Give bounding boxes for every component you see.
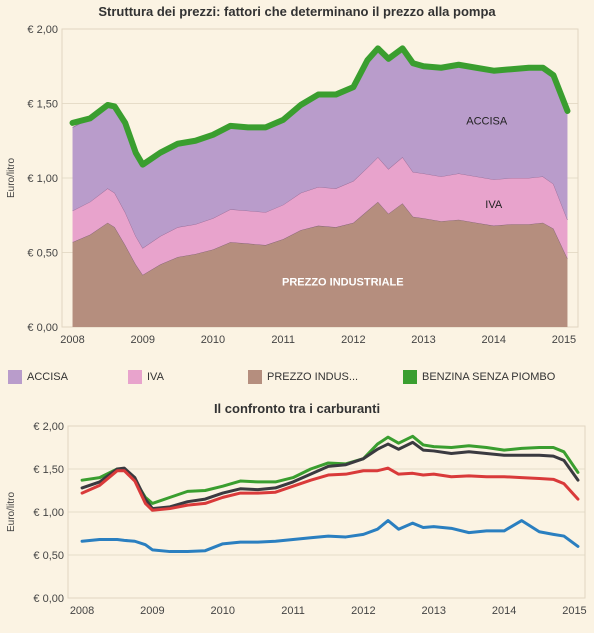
legend-item-benzina[interactable]: BENZINA SENZA PIOMBO [403,366,555,388]
legend-item-accisa[interactable]: ACCISA [8,366,68,388]
chart2-xtick-label: 2012 [351,605,375,617]
line-benzina-senza-piombo [69,45,571,168]
line-series-green [80,434,580,505]
chart1-ytick-label: € 1,00 [27,173,58,185]
legend-swatch-benzina [403,370,417,384]
legend-swatch-prezzo-industriale [248,370,262,384]
legend-swatch-accisa [8,370,22,384]
chart2-ytick-label: € 1,00 [33,507,64,519]
chart1-xtick-label: 2015 [552,334,576,346]
chart1-ytick-label: € 0,00 [27,322,58,334]
chart2-xtick-label: 2009 [140,605,164,617]
chart2-frame [67,425,586,599]
chart1-xtick-label: 2013 [411,334,435,346]
area-prezzo-industriale [72,201,568,327]
chart1-xtick-label: 2014 [482,334,506,346]
chart1-xtick-label: 2011 [271,334,295,346]
chart2-xtick-label: 2008 [70,605,94,617]
chart1-ylabel: Euro/litro [6,158,17,198]
chart2-xtick-label: 2013 [422,605,446,617]
legend-item-iva[interactable]: IVA [128,366,164,388]
chart1-ytick-label: € 1,50 [27,99,58,111]
chart1-xtick-label: 2010 [201,334,225,346]
legend-swatch-iva [128,370,142,384]
annotation-iva: IVA [485,199,503,211]
chart2-ytick-label: € 1,50 [33,464,64,476]
chart2-xtick-label: 2015 [562,605,586,617]
chart1-ytick-label: € 2,00 [27,24,58,36]
chart1-ytick-label: € 0,50 [27,248,58,260]
chart2-ytick-label: € 0,00 [33,593,64,605]
chart2-title: Il confronto tra i carburanti [213,401,381,416]
chart2-ytick-label: € 2,00 [33,421,64,433]
line-series-dark [80,440,580,511]
legend-label-iva: IVA [147,371,164,383]
legend-item-prezzo-industriale[interactable]: PREZZO INDUS... [248,366,358,388]
legend-label-prezzo-industriale: PREZZO INDUS... [267,371,359,383]
chart2-xtick-label: 2014 [492,605,516,617]
chart1-legend: ACCISA IVA PREZZO INDUS... BENZINA SENZA… [0,366,594,390]
line-series-red [80,466,580,512]
chart1-xtick-label: 2012 [341,334,365,346]
chart2-ytick-label: € 0,50 [33,550,64,562]
chart1-title: Struttura dei prezzi: fattori che determ… [98,4,496,19]
chart1-plot: € 0,00 € 0,50 € 1,00 € 1,50 € 2,00 2008 2009 20… [6,24,579,346]
chart2-xtick-label: 2011 [281,605,305,617]
legend-label-accisa: ACCISA [27,371,68,383]
legend-label-benzina: BENZINA SENZA PIOMBO [422,371,556,383]
chart2-ylabel: Euro/litro [6,492,17,532]
line-series-blue [80,519,580,554]
annotation-accisa: ACCISA [466,115,508,127]
chart1-xtick-label: 2009 [130,334,154,346]
area-accisa [72,48,568,249]
chart2-xtick-label: 2010 [211,605,235,617]
area-iva [72,157,568,275]
annotation-prezzo-industriale: PREZZO INDUSTRIALE [282,276,404,288]
chart1-xtick-label: 2008 [60,334,84,346]
